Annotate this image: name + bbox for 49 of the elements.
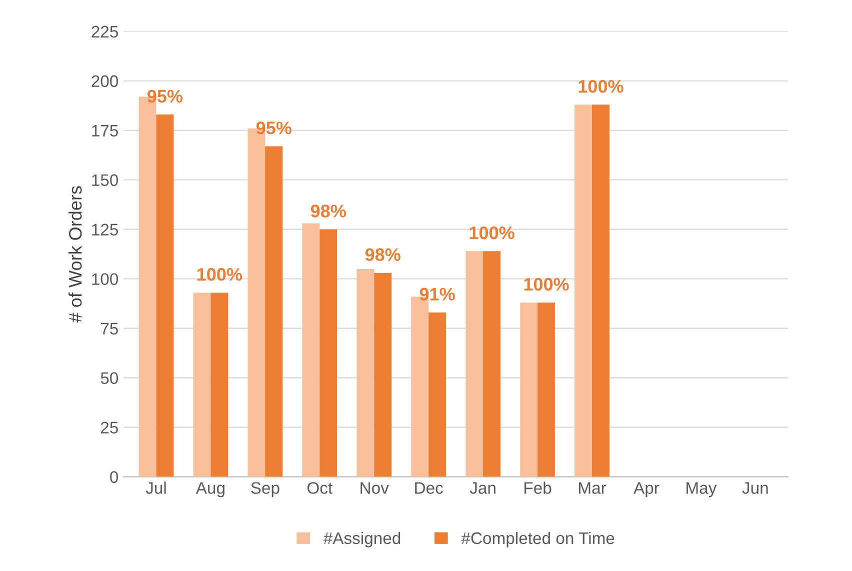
y-tick-label: 200 xyxy=(92,75,118,88)
bar xyxy=(538,302,555,477)
x-tick-label: Aug xyxy=(196,482,224,498)
annotation: 100% xyxy=(578,80,624,93)
bar xyxy=(374,272,392,477)
x-tick-label: May xyxy=(686,482,717,498)
y-tick-label: 125 xyxy=(92,224,118,236)
x-tick-label: Nov xyxy=(360,482,389,494)
bar xyxy=(210,292,228,477)
bar xyxy=(193,292,211,477)
x-tick-label: Mar xyxy=(579,482,606,494)
bar xyxy=(156,114,174,477)
y-axis-title: # of Work Orders xyxy=(68,186,82,323)
bar xyxy=(574,104,592,477)
bar xyxy=(302,223,320,477)
y-tick-label: 50 xyxy=(100,372,118,384)
annotation: 100% xyxy=(197,268,242,281)
x-tick-label: Apr xyxy=(634,482,660,498)
y-tick-label: 225 xyxy=(92,26,118,38)
annotation: 100% xyxy=(524,278,569,291)
bar xyxy=(466,251,484,477)
bar xyxy=(483,251,500,477)
x-tick-label: Sep xyxy=(251,482,280,498)
y-tick-label: 0 xyxy=(110,471,118,483)
y-tick-label: 75 xyxy=(100,322,118,335)
x-tick-label: Dec xyxy=(415,482,443,494)
bar xyxy=(520,302,538,477)
annotation: 98% xyxy=(310,204,346,218)
x-tick-label: Jan xyxy=(470,482,496,494)
x-tick-label: Oct xyxy=(307,482,332,494)
legend-label: #Completed on Time xyxy=(461,532,614,548)
annotation: 98% xyxy=(365,248,400,261)
bar xyxy=(428,312,446,477)
x-tick-label: Jun xyxy=(742,482,768,494)
y-tick-label: 150 xyxy=(92,174,118,186)
bar xyxy=(320,229,338,477)
annotation: 91% xyxy=(420,288,455,301)
y-tick-label: 25 xyxy=(100,422,118,434)
y-tick-label: 100 xyxy=(92,273,118,286)
bar xyxy=(356,268,374,477)
x-tick-label: Feb xyxy=(524,482,552,494)
legend-label: #Assigned xyxy=(323,532,400,548)
annotation: 95% xyxy=(147,90,183,103)
bar xyxy=(592,104,610,477)
bar xyxy=(265,146,283,477)
annotation: 100% xyxy=(470,226,514,240)
annotation: 95% xyxy=(256,122,292,134)
y-tick-label: 175 xyxy=(92,124,118,137)
x-tick-label: Jul xyxy=(146,482,166,494)
